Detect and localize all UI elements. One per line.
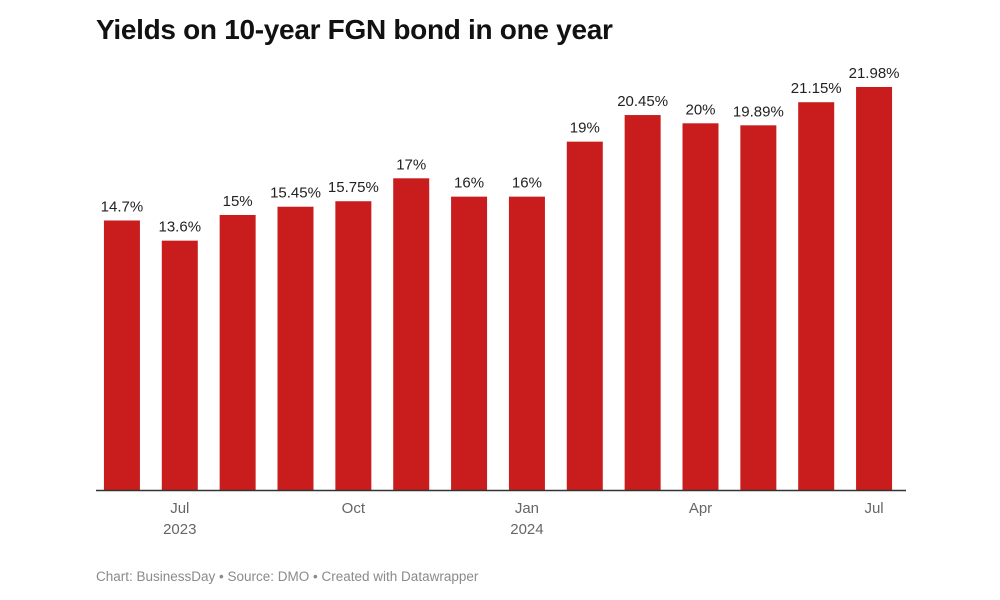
x-tick-label: Apr	[689, 500, 712, 517]
x-tick-label: Jan	[515, 500, 539, 517]
data-label: 13.6%	[159, 219, 202, 236]
bar	[451, 196, 488, 490]
bar	[798, 102, 835, 490]
data-label: 21.98%	[849, 65, 900, 82]
data-label: 15%	[223, 193, 253, 210]
bar	[624, 115, 661, 491]
data-label: 15.45%	[270, 185, 321, 202]
bar	[740, 125, 777, 491]
bar	[682, 123, 719, 490]
data-label: 20%	[685, 101, 715, 118]
x-tick-year-label: 2023	[163, 521, 196, 538]
bar	[277, 206, 314, 490]
data-label: 15.75%	[328, 179, 379, 196]
bar	[393, 178, 430, 490]
data-label: 14.7%	[101, 198, 144, 215]
data-label: 16%	[512, 175, 542, 192]
bar	[566, 141, 603, 490]
bar	[219, 214, 256, 491]
data-label: 16%	[454, 175, 484, 192]
chart-title: Yields on 10-year FGN bond in one year	[96, 14, 613, 45]
data-label: 17%	[396, 156, 426, 173]
data-label: 21.15%	[791, 80, 842, 97]
data-label: 20.45%	[617, 93, 668, 110]
x-tick-label: Jul	[864, 500, 883, 517]
data-label: 19.89%	[733, 103, 784, 120]
bar	[161, 240, 198, 490]
chart-footer: Chart: BusinessDay • Source: DMO • Creat…	[96, 569, 479, 584]
bar	[508, 196, 545, 490]
bar	[856, 87, 893, 490]
x-tick-label: Oct	[342, 500, 366, 517]
bar	[103, 220, 140, 490]
bar	[335, 201, 372, 490]
data-label: 19%	[570, 120, 600, 137]
x-tick-year-label: 2024	[510, 521, 543, 538]
x-tick-label: Jul	[170, 500, 189, 517]
